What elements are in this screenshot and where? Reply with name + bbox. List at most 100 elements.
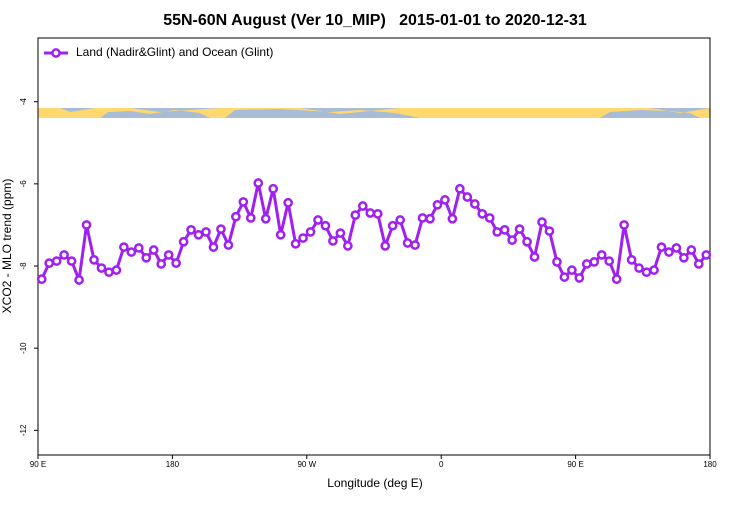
point [66,256,77,266]
point [447,213,458,224]
point [238,197,249,207]
point [171,258,181,268]
point [148,245,159,255]
legend-label: Land (Nadir&Glint) and Ocean (Glint) [76,45,273,59]
point [245,213,256,223]
point [529,252,540,262]
map-ocean [38,108,710,118]
point [656,242,667,252]
point [664,247,674,257]
point [350,210,361,220]
x-axis-label: Longitude (deg E) [327,476,422,490]
point [133,243,144,253]
point [462,192,473,202]
point [298,233,308,243]
point [119,242,129,252]
y-axis-label: XCO2 - MLO trend (ppm) [0,179,14,314]
point [693,259,704,269]
x-tick-label: 90 E [30,460,46,469]
point [611,274,622,285]
point [604,256,615,266]
plot-frame [37,37,711,456]
point [357,201,368,211]
x-tick-label: 90 W [297,460,316,469]
point [216,224,226,234]
point [552,257,562,267]
point [163,250,174,260]
legend-marker [51,48,61,58]
point [36,274,47,285]
point [372,208,383,219]
point [201,227,211,237]
y-tick-label: -12 [19,424,28,436]
point [380,241,391,251]
point [626,255,637,265]
point [634,263,644,273]
series-line [40,182,708,286]
point [44,258,55,268]
point [544,226,555,236]
point [507,235,517,245]
point [365,208,376,218]
point [74,275,84,285]
map-strip [38,108,710,118]
point [499,225,510,235]
point [679,252,689,263]
point [477,208,488,219]
point [231,211,241,222]
point [492,227,503,237]
point [268,183,279,194]
point [589,257,600,267]
point [260,213,271,224]
point [313,215,323,225]
point [290,238,301,249]
point [320,220,331,231]
y-tick-label: -4 [19,98,28,106]
point [59,250,69,260]
point [81,220,92,230]
point [619,220,629,230]
point [522,236,532,247]
point [514,224,525,234]
point [484,213,495,223]
point [701,250,712,260]
point [469,199,480,209]
x-tick-label: 180 [703,460,717,469]
point [104,267,114,278]
point [141,252,152,263]
point [51,256,62,266]
point [567,265,577,275]
point [305,227,316,237]
y-tick-label: -6 [19,180,28,188]
point [581,259,592,269]
point [126,247,137,257]
point [649,265,659,275]
point [641,267,652,278]
point [417,213,428,223]
point [253,178,264,188]
point [193,229,204,240]
point [686,245,697,255]
point [283,197,293,208]
point [596,250,607,260]
point [275,229,286,240]
point [432,199,443,210]
point [343,241,353,251]
point [96,263,107,273]
x-tick-label: 90 E [567,460,583,469]
point [89,255,99,265]
point [178,236,189,247]
point [574,273,585,283]
point [671,243,682,253]
point [440,195,450,205]
point [537,217,547,227]
point [559,272,570,282]
point [425,213,435,224]
point [395,215,405,225]
y-tick-label: -10 [19,342,28,354]
point [156,259,167,269]
point [402,238,413,248]
point [455,183,465,194]
y-tick-label: -8 [19,262,28,270]
